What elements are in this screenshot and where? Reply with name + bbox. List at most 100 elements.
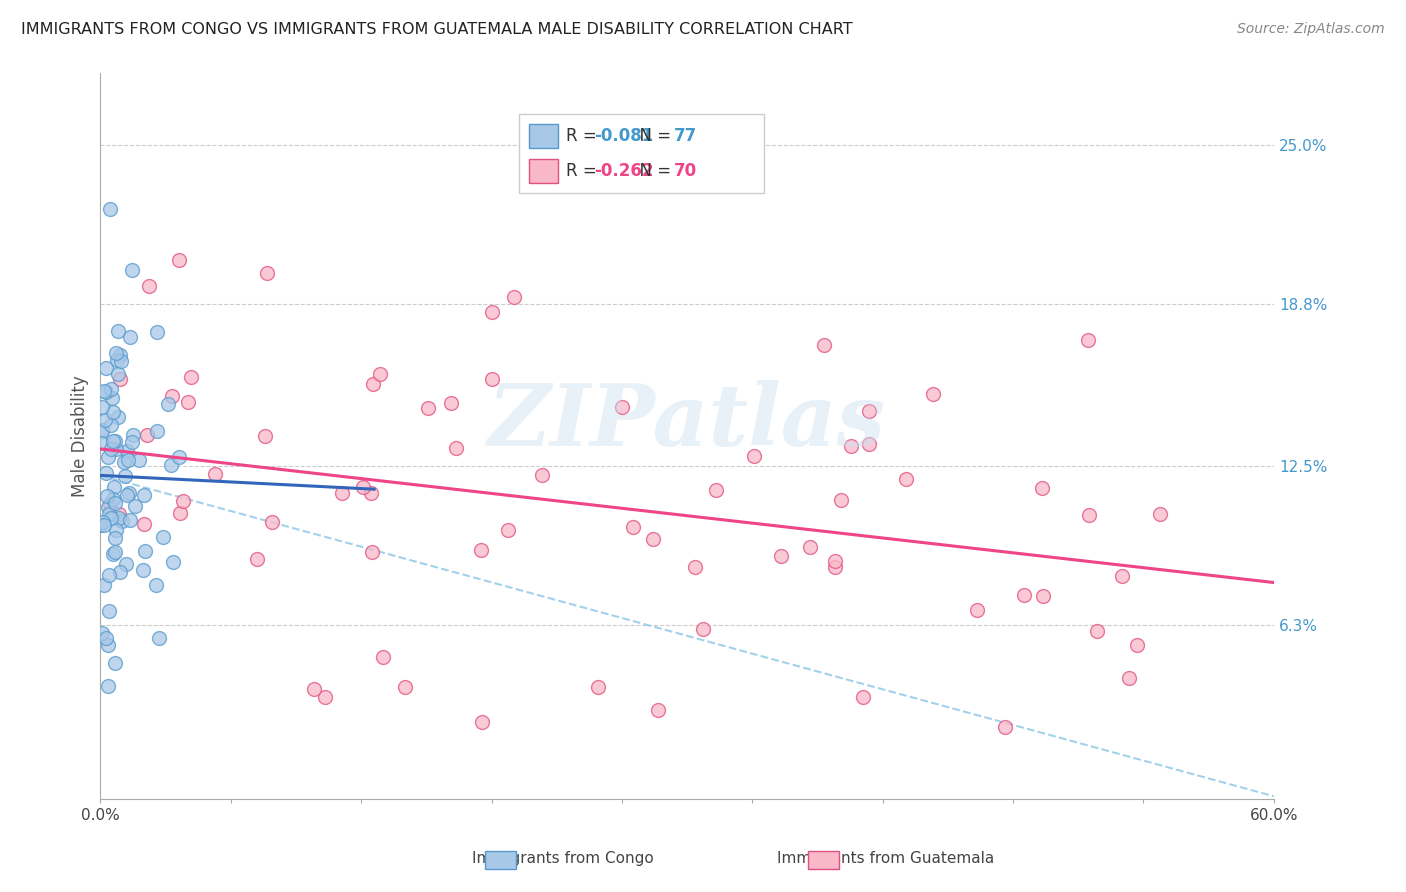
Point [94,413,117,427]
Point [1012,588,1035,602]
Point [246,551,269,566]
Point [98,604,121,618]
Point [93,384,115,398]
Point [167,253,190,268]
Point [1149,507,1171,521]
Point [1085,624,1108,638]
Point [302,682,325,697]
Point [94,467,117,481]
Point [136,428,159,442]
Point [858,403,880,417]
Point [91,424,114,438]
Point [610,400,633,414]
Point [444,441,467,455]
Point [253,429,276,443]
Point [360,486,382,500]
Point [134,544,156,558]
Point [204,467,226,481]
Point [1126,639,1149,653]
Point [117,453,139,467]
Point [104,656,127,670]
Point [91,423,114,437]
Point [256,266,278,280]
Point [115,557,138,571]
Point [118,330,141,344]
Point [104,545,127,559]
Point [108,348,131,362]
Point [104,442,127,457]
Point [1111,569,1133,583]
Point [148,631,170,645]
Point [98,497,121,511]
Point [93,578,115,592]
Point [124,499,146,513]
Point [394,680,416,694]
Text: Immigrants from Guatemala: Immigrants from Guatemala [778,851,994,865]
Text: ZIPatlas: ZIPatlas [488,380,886,464]
Point [994,720,1017,734]
Point [145,424,167,438]
Point [121,434,143,449]
Point [97,639,120,653]
Point [169,506,191,520]
Point [368,367,391,381]
Point [128,452,150,467]
Text: R =: R = [565,127,602,145]
Point [706,483,728,497]
Point [621,520,644,534]
Point [176,395,198,409]
Point [1032,589,1054,603]
Point [172,494,194,508]
Point [373,650,395,665]
Point [103,547,125,561]
Text: IMMIGRANTS FROM CONGO VS IMMIGRANTS FROM GUATEMALA MALE DISABILITY CORRELATION C: IMMIGRANTS FROM CONGO VS IMMIGRANTS FROM… [21,22,852,37]
Point [96,385,118,400]
Point [167,450,190,465]
Point [439,396,461,410]
Point [93,518,115,533]
Point [101,491,124,506]
Point [744,450,766,464]
Text: -0.081: -0.081 [593,127,652,145]
Point [108,507,131,521]
Point [922,387,945,401]
Point [852,690,875,704]
Point [91,515,114,529]
Point [966,603,988,617]
Point [112,455,135,469]
Point [692,622,714,636]
Point [104,531,127,545]
Point [180,370,202,384]
Point [107,325,129,339]
Point [132,487,155,501]
Point [100,442,122,456]
Point [770,549,793,563]
Point [470,543,492,558]
Point [159,458,181,472]
Point [96,631,118,645]
Point [97,500,120,514]
Point [824,553,846,567]
Point [588,681,610,695]
Text: -0.262: -0.262 [593,161,654,180]
Point [100,382,122,396]
Point [647,703,669,717]
Point [858,437,880,451]
Point [122,428,145,442]
Point [90,435,112,450]
Point [332,486,354,500]
Y-axis label: Male Disability: Male Disability [72,376,89,497]
Point [104,346,127,360]
Point [118,485,141,500]
Text: Immigrants from Congo: Immigrants from Congo [471,851,654,865]
Point [152,530,174,544]
Point [114,468,136,483]
Point [98,507,121,521]
Point [97,450,120,464]
Point [145,578,167,592]
Point [101,405,124,419]
Point [97,679,120,693]
Point [96,489,118,503]
Point [121,263,143,277]
Point [824,560,846,574]
